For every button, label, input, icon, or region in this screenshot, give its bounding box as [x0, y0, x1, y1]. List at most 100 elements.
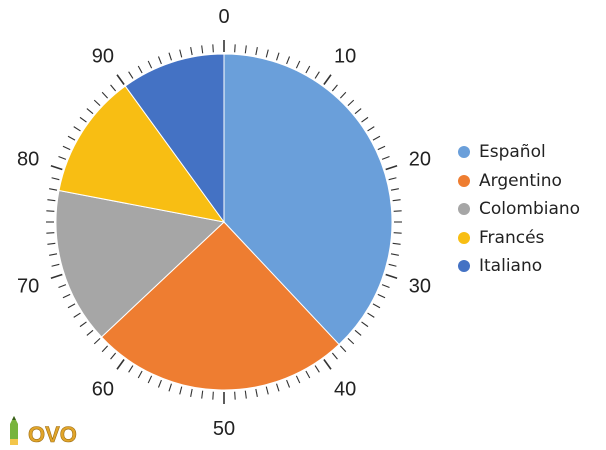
legend-item: Argentino — [458, 167, 580, 196]
scale-label: 40 — [334, 379, 356, 401]
scale-tick — [110, 352, 117, 360]
scale-tick — [62, 145, 71, 151]
pie-slice-español — [223, 53, 393, 346]
scale-tick — [137, 65, 143, 74]
legend-item: Colombiano — [458, 195, 580, 224]
legend-item: Español — [458, 138, 580, 167]
scale-tick — [354, 329, 362, 336]
scale-tick — [46, 210, 55, 212]
scale-tick — [234, 44, 236, 53]
scale-tick — [244, 390, 247, 399]
scale-tick — [367, 312, 375, 318]
scale-tick — [67, 303, 76, 309]
scale-label: 0 — [218, 6, 229, 28]
scale-tick — [392, 242, 401, 245]
scale-tick — [323, 359, 332, 370]
legend-item: Francés — [458, 224, 580, 253]
scale-tick — [392, 199, 401, 202]
pie-slices — [55, 53, 393, 391]
scale-tick — [190, 47, 193, 56]
scale-tick — [339, 345, 347, 353]
scale-label: 80 — [17, 148, 39, 170]
legend-swatch — [458, 174, 470, 187]
pie-slice-argentino — [100, 221, 340, 391]
scale-tick — [377, 145, 386, 151]
scale-tick — [67, 135, 76, 141]
legend-swatch — [458, 203, 470, 216]
scale-tick — [147, 60, 153, 69]
scale-tick — [255, 388, 258, 397]
legend-item: Italiano — [458, 252, 580, 281]
scale-tick — [390, 253, 399, 256]
scale-tick — [388, 177, 397, 181]
scale-label: 10 — [334, 45, 356, 67]
scale-tick — [295, 375, 301, 384]
scale-tick — [168, 383, 172, 392]
scale-tick — [286, 56, 291, 65]
scale-tick — [201, 45, 204, 54]
scale-tick — [168, 52, 172, 61]
scale-tick — [331, 352, 338, 360]
scale-tick — [339, 91, 347, 99]
scale-tick — [367, 126, 375, 132]
scale-tick — [234, 391, 236, 400]
legend-swatch — [458, 231, 470, 244]
scale-tick — [101, 345, 109, 353]
scale-tick — [49, 253, 58, 256]
scale-tick — [73, 126, 81, 132]
scale-tick — [110, 84, 117, 92]
scale-tick — [62, 293, 71, 299]
scale-tick — [381, 155, 390, 160]
scale-tick — [128, 71, 134, 79]
scale-label: 30 — [409, 276, 431, 298]
scale-tick — [46, 232, 55, 234]
scale-tick — [47, 242, 56, 245]
scale-tick — [305, 65, 311, 74]
scale-tick — [314, 365, 320, 373]
scale-tick — [388, 263, 397, 267]
scale-tick — [314, 71, 320, 79]
scale-tick — [276, 52, 280, 61]
scale-tick — [354, 108, 362, 115]
scale-tick — [116, 359, 125, 370]
scale-tick — [49, 188, 58, 191]
scale-tick — [79, 116, 87, 123]
scale-tick — [93, 99, 101, 107]
legend-swatch — [458, 260, 470, 273]
scale-tick — [393, 232, 402, 234]
pie-slice-francés — [58, 85, 226, 223]
scale-tick — [73, 312, 81, 318]
scale-tick — [86, 329, 94, 336]
scale-tick — [79, 321, 87, 328]
scale-labels: 0 10 20 30 40 50 60 70 80 90 — [17, 6, 431, 440]
scale-tick — [101, 91, 109, 99]
scale-tick — [255, 47, 258, 56]
scale-tick — [137, 370, 143, 379]
scale-tick — [372, 135, 381, 141]
scale-label: 90 — [92, 45, 114, 67]
legend-label: Español — [479, 142, 546, 163]
scale-tick — [385, 164, 398, 171]
scale-tick — [179, 386, 183, 395]
scale-tick — [50, 273, 63, 280]
scale-tick — [361, 321, 369, 328]
scale-tick — [323, 74, 332, 85]
scale-tick — [147, 375, 153, 384]
scale-tick — [51, 177, 60, 181]
scale-tick — [212, 391, 214, 400]
legend-label: Francés — [479, 227, 545, 248]
scale-tick — [295, 60, 301, 69]
legend-label: Italiano — [479, 256, 543, 277]
pencil-icon — [10, 416, 18, 445]
scale-tick — [372, 303, 381, 309]
scale-tick — [201, 390, 204, 399]
legend-label: Colombiano — [479, 199, 581, 220]
scale-tick — [212, 44, 214, 53]
scale-tick — [51, 263, 60, 267]
scale-tick — [47, 199, 56, 202]
scale-tick — [116, 74, 125, 85]
scale-tick — [157, 56, 162, 65]
scale-tick — [305, 370, 311, 379]
logo: OVO — [6, 412, 96, 447]
